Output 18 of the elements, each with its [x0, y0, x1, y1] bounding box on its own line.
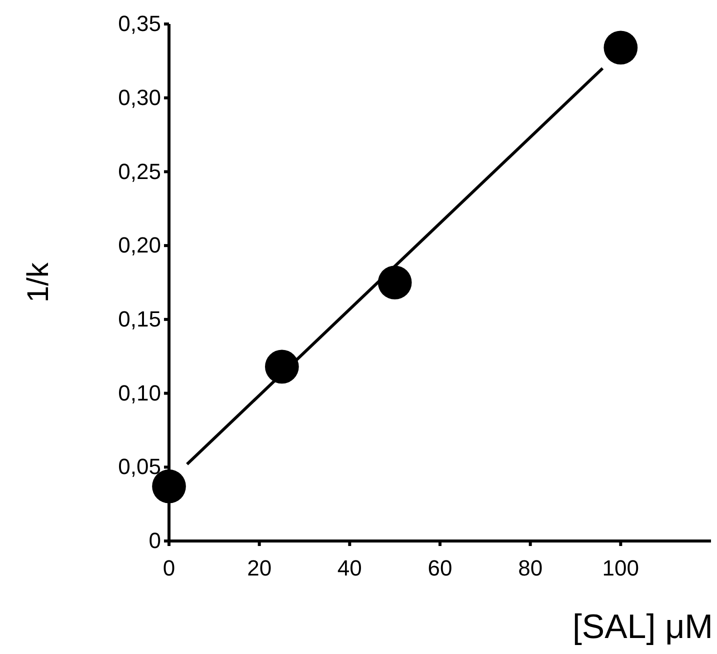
- x-tick-label: 40: [337, 555, 362, 580]
- point: [264, 350, 299, 384]
- y-tick-label: 0,20: [118, 232, 161, 258]
- y-tick-label: 0,15: [118, 306, 161, 332]
- x-tick-label: 100: [602, 555, 640, 580]
- x-tick-label: 60: [428, 555, 452, 580]
- y-tick-label: 0,10: [118, 380, 161, 406]
- y-tick-label: 0,30: [118, 84, 161, 110]
- point: [378, 266, 412, 300]
- y-tick-label: 0: [148, 528, 161, 554]
- y-axis-title: 1/k: [22, 261, 55, 303]
- x-tick-label: 80: [518, 555, 543, 580]
- x-tick-label: 20: [247, 555, 272, 580]
- y-tick-label: 0,05: [118, 454, 161, 480]
- y-tick-label: 0,35: [118, 11, 161, 36]
- y-tick-label: 0,25: [118, 158, 161, 184]
- x-axis-title: [SAL] μM: [572, 608, 713, 646]
- point: [604, 30, 638, 65]
